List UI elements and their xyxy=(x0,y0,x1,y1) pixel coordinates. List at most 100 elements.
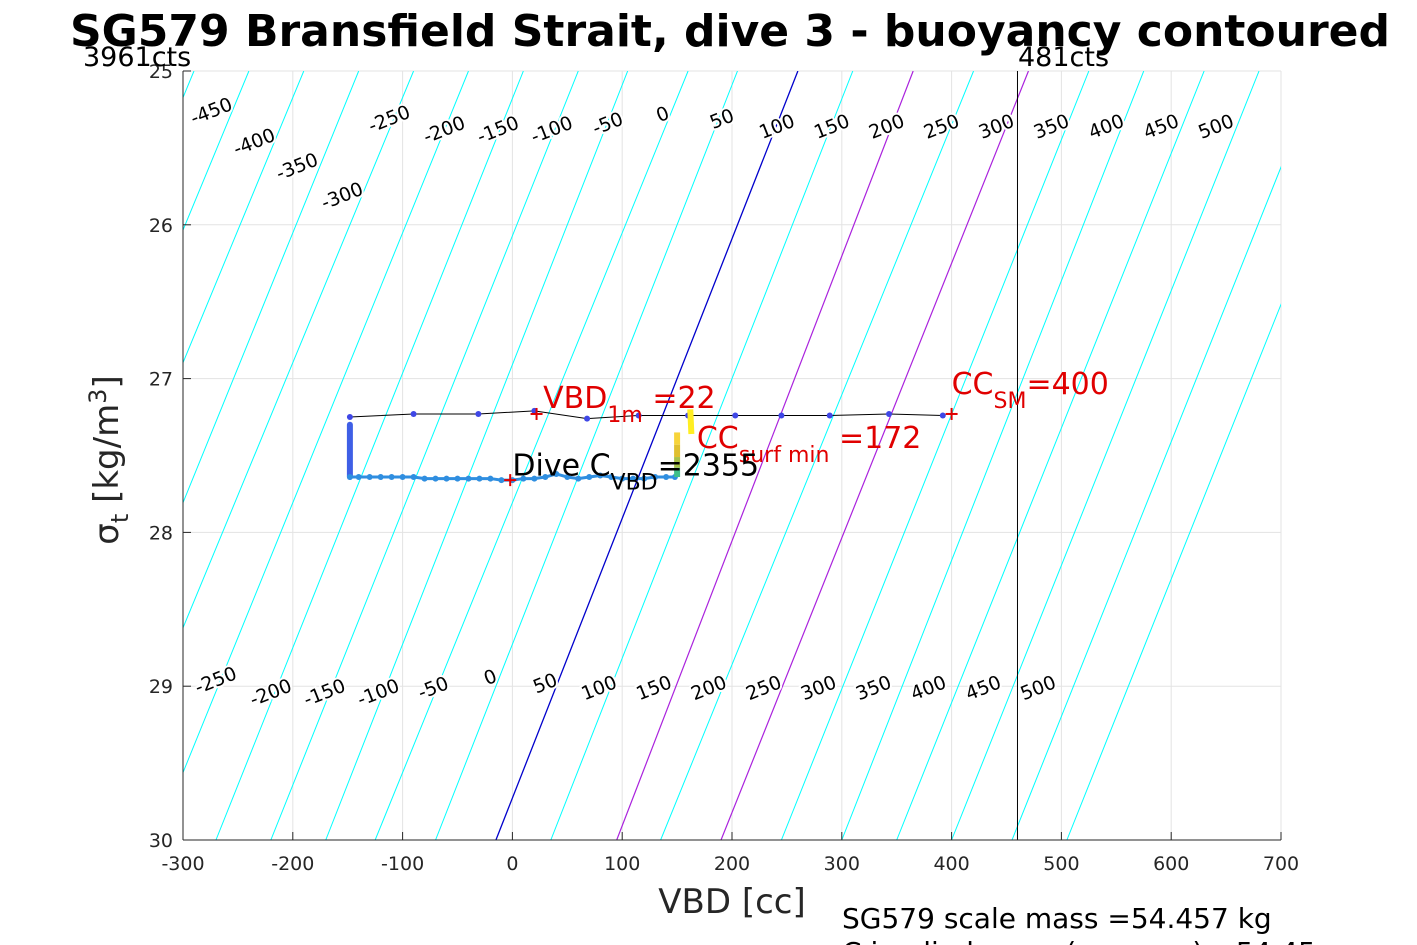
y-label-units: [kg/m xyxy=(87,404,127,514)
contour-line xyxy=(325,71,629,840)
annotation: VBD1m =22 xyxy=(543,381,716,428)
dive-point xyxy=(641,475,648,482)
dive-point xyxy=(553,470,560,477)
climb-point xyxy=(635,412,642,419)
svg-text:σt [kg/m3]: σt [kg/m3] xyxy=(84,375,134,544)
climb-point xyxy=(475,410,482,417)
axis-ticks: -300 -200 -100 0 100 200 300 400 500 600 700 25 26 27… xyxy=(149,61,1299,875)
dive-point xyxy=(498,477,505,484)
annotation-sub: 1m xyxy=(607,403,642,428)
y-tick-label: 29 xyxy=(149,676,173,698)
annotation-value: =22 xyxy=(643,381,716,416)
y-tick-label: 25 xyxy=(149,61,173,83)
contour-line xyxy=(270,71,579,840)
dive-point xyxy=(465,475,472,482)
contour-line xyxy=(780,71,1090,840)
dive-point xyxy=(531,475,538,482)
dive-point xyxy=(487,475,494,482)
y-tick-label: 27 xyxy=(149,369,173,391)
contour-line xyxy=(495,71,799,840)
dive-point xyxy=(586,474,593,481)
dive-point xyxy=(564,474,571,481)
contour-line xyxy=(1011,165,1281,840)
x-tick-label: 600 xyxy=(1153,853,1189,875)
dive-point xyxy=(608,474,615,481)
top-label-left: 3961cts xyxy=(83,42,191,73)
annotation-main: CC xyxy=(697,421,739,456)
dive-point xyxy=(597,472,604,479)
y-label-units-sup: 3 xyxy=(84,389,112,404)
annotation-sub: VBD xyxy=(611,470,658,495)
contour-line xyxy=(896,71,1205,840)
x-tick-label: 500 xyxy=(1043,853,1079,875)
annotation-main: Dive C xyxy=(512,448,610,483)
dive-point xyxy=(388,474,395,481)
contour-line xyxy=(841,71,1145,840)
annotation-value: =2355 xyxy=(658,448,759,483)
climb-point xyxy=(346,414,353,421)
contour-line xyxy=(374,71,689,840)
y-label-units-close: ] xyxy=(87,375,127,388)
annotation: CCsurf min =172 xyxy=(697,421,922,468)
x-tick-label: 0 xyxy=(506,853,518,875)
top-label-right: 481cts xyxy=(1018,42,1109,73)
y-tick-label: 26 xyxy=(149,215,173,237)
climb-point xyxy=(886,410,893,417)
contour-line xyxy=(660,71,975,840)
y-label-sigma: σ xyxy=(87,523,127,545)
climb-point xyxy=(939,412,946,419)
annotation: CCSM=400 xyxy=(952,367,1109,414)
dive-point xyxy=(432,475,439,482)
chart-title: SG579 Bransfield Strait, dive 3 - buoyan… xyxy=(70,6,1390,57)
contour-line xyxy=(1066,303,1281,840)
x-axis-label: VBD [cc] xyxy=(658,882,806,922)
annotation-sub: SM xyxy=(994,389,1027,414)
dive-point xyxy=(366,474,373,481)
x-tick-label: -100 xyxy=(381,853,424,875)
contour-line xyxy=(720,71,1030,840)
climb-point xyxy=(826,412,833,419)
footer-line-1: SG579 scale mass =54.457 kg xyxy=(842,902,1272,935)
dive-point xyxy=(542,474,549,481)
x-tick-label: 700 xyxy=(1263,853,1299,875)
contour-line xyxy=(183,71,305,364)
climb-track xyxy=(349,410,943,420)
annotation-sub: surf min xyxy=(739,443,830,468)
contour-line xyxy=(616,71,914,840)
contour-line xyxy=(183,71,250,232)
y-tick-label: 28 xyxy=(149,522,173,544)
climb-point xyxy=(410,410,417,417)
annotation-value: =172 xyxy=(829,421,921,456)
buoyancy-contours xyxy=(183,71,1281,840)
climb-point xyxy=(732,412,739,419)
dive-point xyxy=(575,475,582,482)
x-tick-label: -200 xyxy=(271,853,314,875)
dive-point xyxy=(630,475,637,482)
contour-line xyxy=(951,71,1260,840)
dive-point xyxy=(421,475,428,482)
dive-point xyxy=(476,475,483,482)
contour-line xyxy=(183,71,415,630)
surface-segment-top xyxy=(687,409,695,435)
contour-line xyxy=(550,71,854,840)
x-tick-label: 200 xyxy=(714,853,750,875)
y-label-sub: t xyxy=(106,514,134,523)
annotation-value: =400 xyxy=(1026,367,1108,402)
annotation: Dive CVBD=2355 xyxy=(512,448,759,495)
dive-point xyxy=(454,475,461,482)
dive-point xyxy=(520,475,527,482)
contour-line xyxy=(183,71,469,774)
footer-line-2: C implied mass (seaspan) =54.45 xyxy=(842,936,1316,945)
dive-point xyxy=(346,474,353,481)
dive-point xyxy=(652,474,659,481)
dive-point xyxy=(355,474,362,481)
y-tick-label: 30 xyxy=(149,830,173,852)
dive-point xyxy=(443,475,450,482)
dive-point xyxy=(377,474,384,481)
dive-point xyxy=(619,475,626,482)
x-tick-label: -300 xyxy=(161,853,204,875)
climb-point xyxy=(584,415,591,422)
dive-point xyxy=(663,474,670,481)
